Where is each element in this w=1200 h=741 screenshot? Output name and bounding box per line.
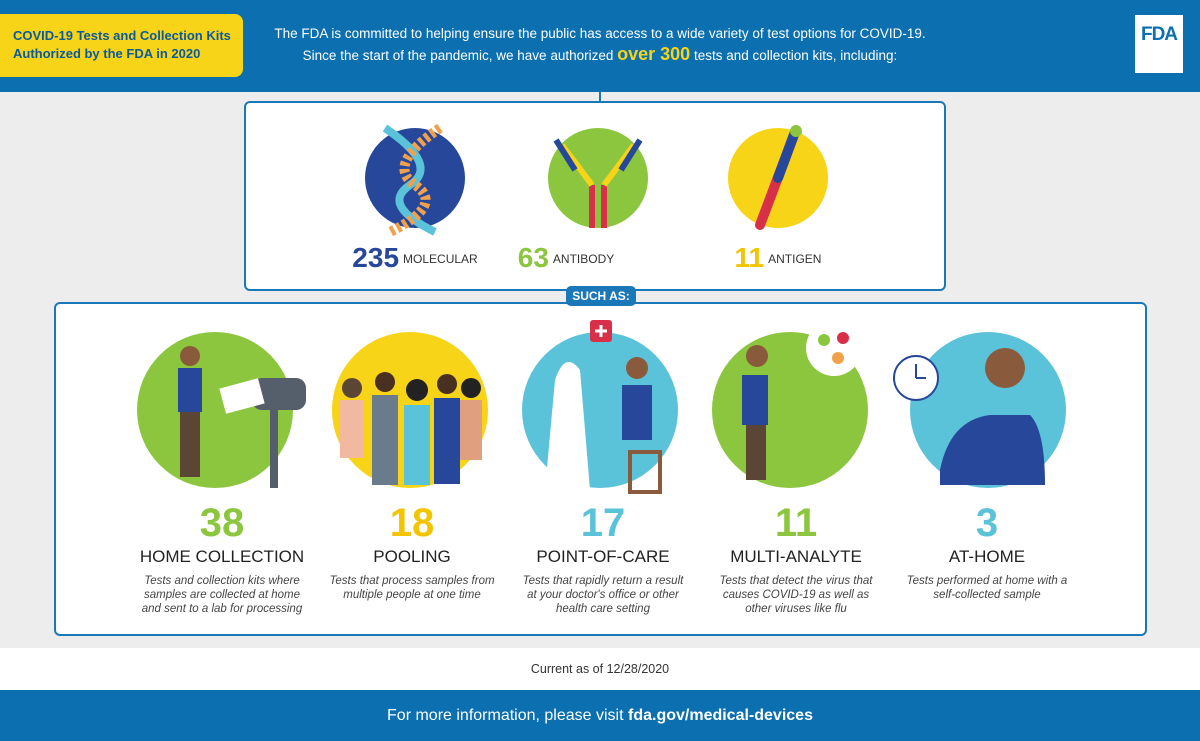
test-count: 11 — [734, 242, 765, 273]
test-label: MOLECULAR — [403, 252, 478, 266]
example-description: Tests and collection kits where samples … — [141, 575, 303, 615]
intro-text: Since the start of the pandemic, we have… — [302, 48, 614, 63]
people — [340, 372, 482, 485]
illustrations — [137, 123, 1066, 494]
highlight: over 300 — [617, 44, 691, 64]
patient — [626, 357, 648, 379]
logo-text: FDA — [1140, 24, 1178, 45]
example-title: AT-HOME — [948, 547, 1026, 566]
intro-text: tests and collection kits, including: — [693, 48, 898, 63]
virus — [837, 332, 849, 344]
test-type: 235 MOLECULAR — [315, 242, 515, 274]
example-count: 3 — [975, 501, 999, 545]
person — [742, 375, 768, 425]
example-title: POOLING — [373, 547, 451, 566]
example-title: MULTI-ANALYTE — [730, 547, 862, 566]
person — [985, 348, 1025, 388]
virus-bubble — [806, 320, 862, 376]
badge: COVID-19 Tests and Collection Kits Autho… — [0, 14, 243, 77]
test-label: ANTIGEN — [768, 252, 822, 266]
test-label: ANTIBODY — [552, 252, 615, 266]
footer-text: For more information, please visit — [387, 707, 624, 724]
example: 11 MULTI-ANALYTE Tests that detect the vir… — [696, 500, 896, 616]
example-description: Tests that process samples from multiple… — [329, 575, 495, 601]
example-circle — [137, 332, 293, 488]
example: 18 POOLING Tests that process samples from… — [312, 500, 512, 602]
example-title: POINT-OF-CARE — [536, 547, 670, 566]
person — [178, 368, 202, 412]
virus — [818, 334, 830, 346]
antibody — [559, 143, 637, 187]
test-type: 63 ANTIBODY — [466, 242, 666, 274]
mailbox — [252, 378, 306, 410]
antibody — [553, 138, 643, 172]
example: 17 POINT-OF-CARE Tests that rapidly return… — [503, 500, 703, 616]
test-type: 11 ANTIGEN — [678, 242, 878, 274]
person — [746, 425, 766, 480]
stool — [628, 450, 662, 494]
test-count: 235 — [352, 242, 400, 273]
mailbox — [270, 410, 278, 488]
person — [940, 415, 1045, 485]
current-date: Current as of 12/28/2020 — [0, 648, 1200, 690]
connector — [599, 92, 601, 104]
logo: FDA — [1135, 15, 1183, 73]
doctor — [545, 362, 590, 490]
antibody — [589, 185, 607, 228]
example: 38 HOME COLLECTION Tests and collection ki… — [122, 500, 322, 616]
footer-link[interactable]: fda.gov/medical-devices — [628, 707, 813, 724]
example-description: Tests that detect the virus that causes … — [719, 575, 873, 615]
example-title: HOME COLLECTION — [139, 547, 305, 566]
person — [180, 412, 200, 477]
footer-banner: For more information, please visit fda.g… — [0, 690, 1200, 741]
antigen — [773, 127, 800, 183]
medical-cross — [595, 325, 607, 337]
example-description: Tests that rapidly return a result at yo… — [522, 575, 684, 615]
icon-circle — [548, 128, 648, 228]
intro-text: Since the start of the pandemic, we have… — [250, 44, 950, 65]
virus — [832, 352, 844, 364]
example: 3 AT-HOME Tests performed at home with a s… — [887, 500, 1087, 602]
person — [746, 345, 768, 367]
intro-text: The FDA is committed to helping ensure t… — [274, 26, 926, 41]
patient — [622, 385, 652, 440]
kit — [219, 378, 265, 414]
example-description: Tests performed at home with a self-coll… — [906, 575, 1068, 601]
test-count: 63 — [517, 242, 549, 273]
example-count: 17 — [580, 501, 626, 545]
such-as-label: SUCH AS: — [566, 286, 636, 306]
example-count: 38 — [199, 501, 245, 545]
example-count: 11 — [774, 501, 818, 545]
clock — [915, 364, 926, 379]
antigen — [790, 125, 802, 137]
example-count: 18 — [389, 501, 435, 545]
person — [180, 346, 200, 366]
example-circle — [522, 332, 678, 488]
dna — [387, 123, 443, 237]
